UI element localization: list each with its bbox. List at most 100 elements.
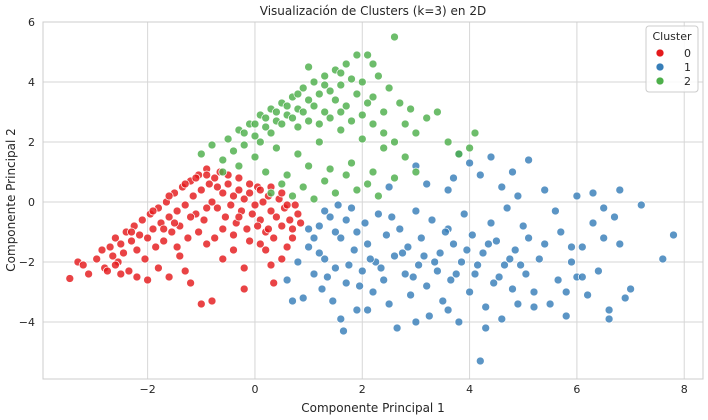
scatter-point-cluster-0 — [253, 221, 262, 231]
scatter-point-cluster-2 — [443, 137, 453, 147]
scatter-point-cluster-0 — [127, 227, 136, 237]
scatter-point-cluster-1 — [416, 233, 426, 243]
scatter-point-cluster-0 — [264, 224, 273, 234]
scatter-point-cluster-2 — [304, 116, 313, 126]
scatter-point-cluster-2 — [411, 167, 421, 177]
scatter-point-cluster-1 — [505, 254, 515, 264]
scatter-point-cluster-2 — [304, 95, 313, 105]
scatter-point-cluster-1 — [604, 314, 614, 324]
scatter-point-cluster-1 — [588, 218, 598, 228]
scatter-point-cluster-2 — [196, 149, 206, 159]
scatter-point-cluster-0 — [164, 212, 174, 222]
scatter-point-cluster-0 — [285, 215, 295, 225]
scatter-point-cluster-2 — [433, 107, 442, 117]
scatter-point-cluster-1 — [481, 323, 491, 333]
scatter-point-cluster-1 — [470, 269, 480, 279]
scatter-point-cluster-0 — [229, 191, 238, 201]
scatter-point-cluster-0 — [293, 209, 303, 219]
scatter-point-cluster-0 — [247, 209, 257, 219]
scatter-point-cluster-0 — [84, 269, 93, 279]
scatter-point-cluster-2 — [363, 179, 372, 189]
scatter-point-cluster-2 — [363, 98, 372, 108]
legend-label: 2 — [684, 75, 691, 88]
scatter-point-cluster-1 — [508, 284, 517, 294]
scatter-point-cluster-1 — [430, 257, 440, 267]
scatter-point-cluster-0 — [202, 170, 212, 180]
scatter-point-cluster-0 — [221, 212, 230, 222]
scatter-point-cluster-0 — [199, 215, 209, 225]
scatter-point-cluster-2 — [239, 128, 249, 138]
scatter-point-cluster-1 — [516, 260, 525, 270]
scatter-point-cluster-2 — [272, 107, 281, 117]
scatter-point-cluster-1 — [497, 182, 507, 192]
scatter-point-cluster-2 — [336, 107, 346, 117]
scatter-point-cluster-0 — [261, 245, 271, 255]
scatter-point-cluster-1 — [387, 212, 397, 222]
scatter-point-cluster-1 — [374, 209, 383, 219]
scatter-point-cluster-2 — [320, 107, 330, 117]
scatter-point-cluster-1 — [309, 233, 319, 243]
legend-marker — [655, 76, 665, 86]
scatter-point-cluster-2 — [282, 170, 292, 180]
scatter-point-cluster-1 — [411, 206, 421, 216]
scatter-point-cluster-2 — [255, 137, 265, 147]
scatter-point-cluster-2 — [465, 143, 474, 153]
scatter-point-cluster-2 — [266, 188, 276, 198]
scatter-point-cluster-2 — [207, 140, 217, 150]
scatter-point-cluster-0 — [148, 206, 158, 216]
scatter-point-cluster-1 — [518, 221, 528, 231]
scatter-point-cluster-1 — [626, 284, 635, 294]
x-tick-label: 0 — [251, 383, 258, 396]
scatter-point-cluster-1 — [510, 245, 520, 255]
y-tick-label: 4 — [28, 76, 35, 89]
scatter-point-cluster-1 — [486, 152, 496, 162]
scatter-point-cluster-0 — [111, 233, 120, 243]
scatter-point-cluster-2 — [357, 134, 367, 144]
scatter-point-cluster-1 — [325, 212, 335, 222]
scatter-point-cluster-2 — [288, 191, 297, 201]
scatter-point-cluster-0 — [277, 221, 287, 231]
scatter-point-cluster-2 — [357, 110, 367, 120]
scatter-point-cluster-1 — [304, 224, 313, 234]
scatter-point-cluster-1 — [567, 257, 576, 267]
scatter-point-cluster-2 — [352, 50, 362, 60]
scatter-point-cluster-1 — [314, 221, 324, 231]
scatter-point-cluster-1 — [454, 317, 464, 327]
scatter-point-cluster-1 — [467, 230, 477, 240]
scatter-point-cluster-1 — [382, 230, 391, 240]
scatter-point-cluster-0 — [92, 254, 102, 264]
scatter-point-cluster-1 — [500, 260, 509, 270]
scatter-point-cluster-0 — [180, 266, 190, 276]
scatter-point-cluster-0 — [213, 182, 222, 192]
scatter-point-cluster-1 — [465, 287, 474, 297]
scatter-point-cluster-1 — [298, 293, 308, 303]
scatter-point-cluster-2 — [368, 167, 378, 177]
scatter-point-cluster-1 — [588, 188, 598, 198]
scatter-point-cluster-1 — [344, 260, 354, 270]
scatter-point-cluster-2 — [352, 89, 362, 99]
scatter-point-cluster-1 — [443, 185, 453, 195]
scatter-point-cluster-1 — [406, 290, 415, 300]
scatter-point-cluster-1 — [384, 299, 394, 309]
scatter-point-cluster-0 — [159, 236, 169, 246]
y-axis-ticks: −4 −2 0 2 4 6 — [19, 16, 35, 329]
scatter-point-cluster-2 — [395, 98, 405, 108]
scatter-point-cluster-1 — [376, 263, 386, 273]
scatter-point-cluster-2 — [357, 77, 367, 87]
scatter-point-cluster-0 — [269, 233, 279, 243]
scatter-point-cluster-0 — [124, 266, 134, 276]
scatter-point-cluster-2 — [406, 104, 415, 114]
scatter-point-cluster-0 — [218, 188, 228, 198]
scatter-point-cluster-0 — [229, 230, 238, 240]
legend-label: 1 — [684, 61, 691, 74]
scatter-point-cluster-1 — [422, 281, 432, 291]
scatter-point-cluster-0 — [119, 248, 128, 258]
scatter-point-cluster-2 — [293, 122, 303, 132]
scatter-point-cluster-2 — [261, 167, 271, 177]
scatter-point-cluster-1 — [459, 209, 469, 219]
scatter-point-cluster-1 — [475, 170, 485, 180]
scatter-point-cluster-1 — [508, 167, 517, 177]
scatter-point-cluster-0 — [202, 203, 212, 213]
scatter-point-cluster-1 — [615, 239, 625, 249]
scatter-point-cluster-2 — [234, 161, 244, 171]
